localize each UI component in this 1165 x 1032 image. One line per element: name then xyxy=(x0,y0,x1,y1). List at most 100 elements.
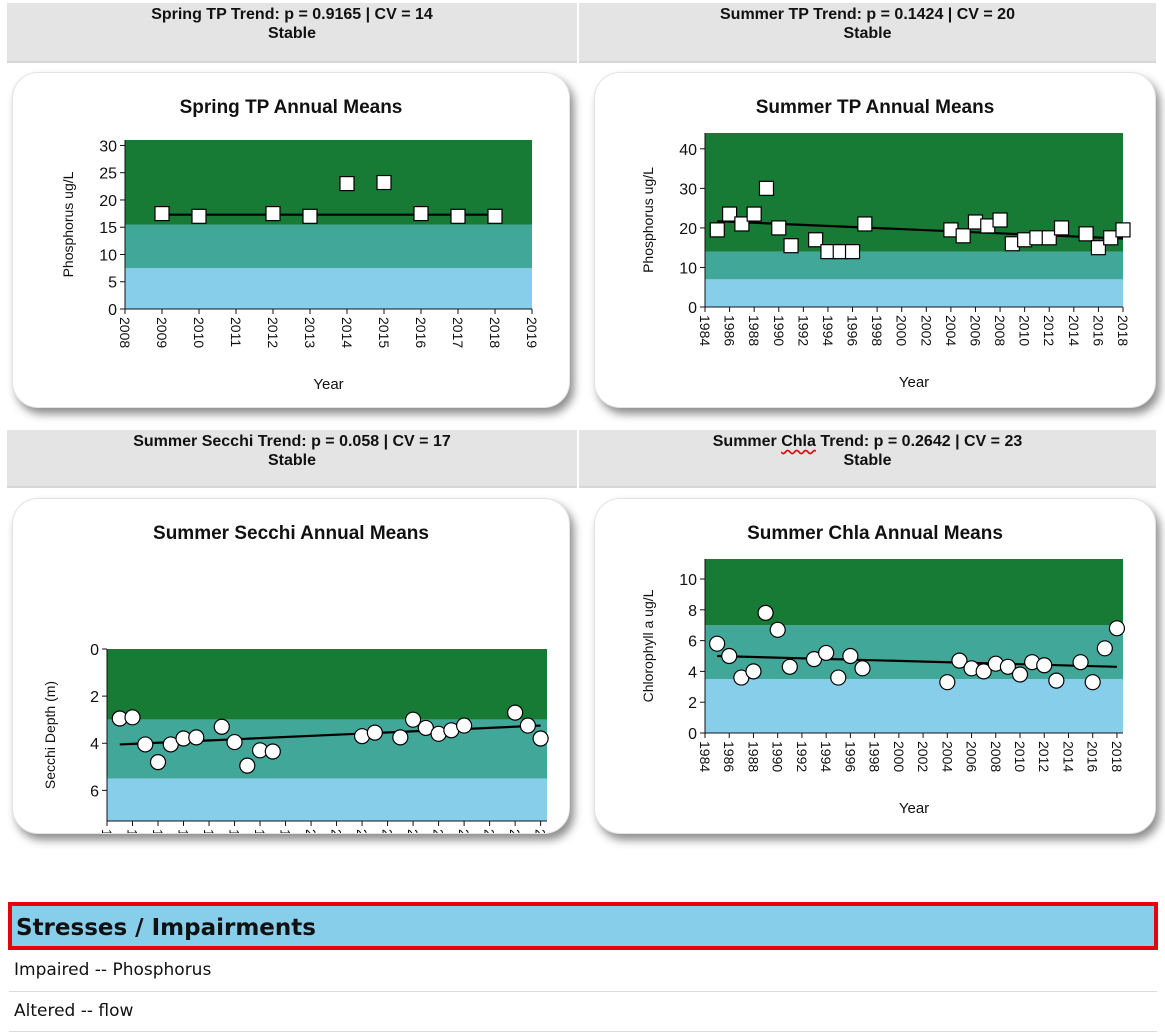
data-point xyxy=(532,730,549,747)
data-point xyxy=(781,658,798,675)
data-point xyxy=(709,635,726,652)
x-tick-label: 2002 xyxy=(329,829,345,833)
data-point xyxy=(226,733,243,751)
x-tick-label: 1998 xyxy=(867,741,883,772)
y-tick-label: 2 xyxy=(688,695,697,712)
x-tick-label: 2012 xyxy=(1036,741,1052,772)
summer-secchi-trend-header: Summer Secchi Trend: p = 0.058 | CV = 17… xyxy=(7,430,577,488)
x-tick-label: 2008 xyxy=(988,741,1004,772)
status-band xyxy=(125,140,532,225)
x-tick-label: 2004 xyxy=(943,315,959,346)
spring-tp-chart: Spring TP Annual Means 0 5 10 15 20 25 30 2008 20… xyxy=(60,97,540,393)
x-tick-label: 2012 xyxy=(1041,315,1057,346)
x-tick-label: 2017 xyxy=(450,317,466,348)
x-tick-label: 2010 xyxy=(191,317,207,348)
data-point xyxy=(264,743,281,760)
y-tick-label: 8 xyxy=(688,603,697,620)
x-tick-label: 2002 xyxy=(918,315,934,346)
x-tick-label: 2014 xyxy=(1066,315,1082,346)
data-point xyxy=(1072,654,1089,671)
x-tick-label: 2018 xyxy=(1115,315,1131,346)
data-point xyxy=(830,669,847,686)
data-point xyxy=(1041,230,1057,246)
data-point xyxy=(519,717,536,734)
data-point xyxy=(746,206,762,222)
data-point xyxy=(366,724,383,741)
x-tick-label: 2002 xyxy=(915,741,931,772)
data-point xyxy=(265,205,281,222)
x-tick-label: 2014 xyxy=(339,317,355,348)
summer-chla-trend-status: Stable xyxy=(843,452,892,469)
y-tick-label: 20 xyxy=(99,193,117,210)
x-tick-label: 2008 xyxy=(992,315,1008,346)
data-point xyxy=(213,718,230,735)
data-point xyxy=(1096,640,1113,657)
x-tick-label: 1990 xyxy=(770,741,786,772)
x-tick-label: 1984 xyxy=(697,741,713,772)
y-tick-label: 30 xyxy=(99,138,117,155)
data-point xyxy=(951,652,968,669)
data-point xyxy=(1084,674,1101,691)
data-point xyxy=(1078,226,1094,242)
data-point xyxy=(1048,672,1065,689)
x-tick-label: 2015 xyxy=(376,317,392,348)
x-tick-label: 1986 xyxy=(722,315,738,346)
data-point xyxy=(487,208,503,224)
data-point xyxy=(842,647,859,665)
x-tick-label: 2004 xyxy=(354,829,370,833)
data-point xyxy=(771,220,787,236)
y-axis-label: Secchi Depth (m) xyxy=(42,681,58,789)
spring-tp-trend-status: Stable xyxy=(267,25,316,42)
data-point xyxy=(507,704,524,721)
y-tick-label: 0 xyxy=(688,300,697,317)
spring-tp-trend-text: Spring TP Trend: p = 0.9165 | CV = 14 xyxy=(151,6,433,23)
y-tick-label: 4 xyxy=(688,664,697,681)
data-point xyxy=(392,729,409,746)
x-tick-label: 1986 xyxy=(125,829,141,833)
data-point xyxy=(413,205,429,222)
x-tick-label: 1986 xyxy=(721,741,737,772)
summer-chla-trend-header: Summer Chla Trend: p = 0.2642 | CV = 23 … xyxy=(579,430,1156,488)
x-tick-label: 1998 xyxy=(869,315,885,346)
x-tick-label: 1984 xyxy=(697,315,713,346)
data-point xyxy=(769,621,786,638)
x-tick-label: 2009 xyxy=(154,317,170,348)
status-band xyxy=(705,559,1123,626)
x-tick-label: 2006 xyxy=(967,315,983,346)
data-point xyxy=(758,180,775,196)
data-point xyxy=(721,206,738,222)
x-tick-label: 2000 xyxy=(303,829,319,833)
data-point xyxy=(757,604,774,621)
x-tick-label: 1984 xyxy=(99,829,115,833)
y-tick-label: 40 xyxy=(679,142,697,159)
x-tick-label: 1996 xyxy=(842,741,858,772)
x-tick-label: 2013 xyxy=(302,317,318,348)
data-point xyxy=(745,663,762,680)
x-tick-label: 1988 xyxy=(746,315,762,346)
x-axis-label: Year xyxy=(899,800,929,817)
data-point xyxy=(1090,240,1107,256)
y-axis-label: Phosphorus ug/L xyxy=(640,167,656,273)
x-tick-label: 2018 xyxy=(1109,741,1125,772)
y-tick-label: 20 xyxy=(679,221,697,238)
y-tick-label: 10 xyxy=(679,260,697,277)
x-tick-label: 2016 xyxy=(413,317,429,348)
y-tick-label: 0 xyxy=(90,642,99,659)
data-point xyxy=(844,244,861,260)
summer-secchi-trend-status: Stable xyxy=(267,452,316,469)
x-tick-label: 1988 xyxy=(150,829,166,833)
y-tick-label: 30 xyxy=(679,181,697,198)
x-tick-label: 2016 xyxy=(1090,315,1106,346)
data-point xyxy=(939,674,956,691)
status-band xyxy=(125,224,532,269)
x-tick-label: 1992 xyxy=(201,829,217,833)
y-tick-label: 4 xyxy=(90,736,99,753)
x-tick-label: 2012 xyxy=(265,317,281,348)
x-tick-label: 1994 xyxy=(227,829,243,833)
x-tick-label: 2018 xyxy=(533,829,549,833)
y-tick-label: 10 xyxy=(679,572,697,589)
data-point xyxy=(339,176,355,192)
x-tick-label: 2016 xyxy=(507,829,523,833)
x-tick-label: 2012 xyxy=(456,829,472,833)
y-tick-label: 6 xyxy=(688,634,697,651)
